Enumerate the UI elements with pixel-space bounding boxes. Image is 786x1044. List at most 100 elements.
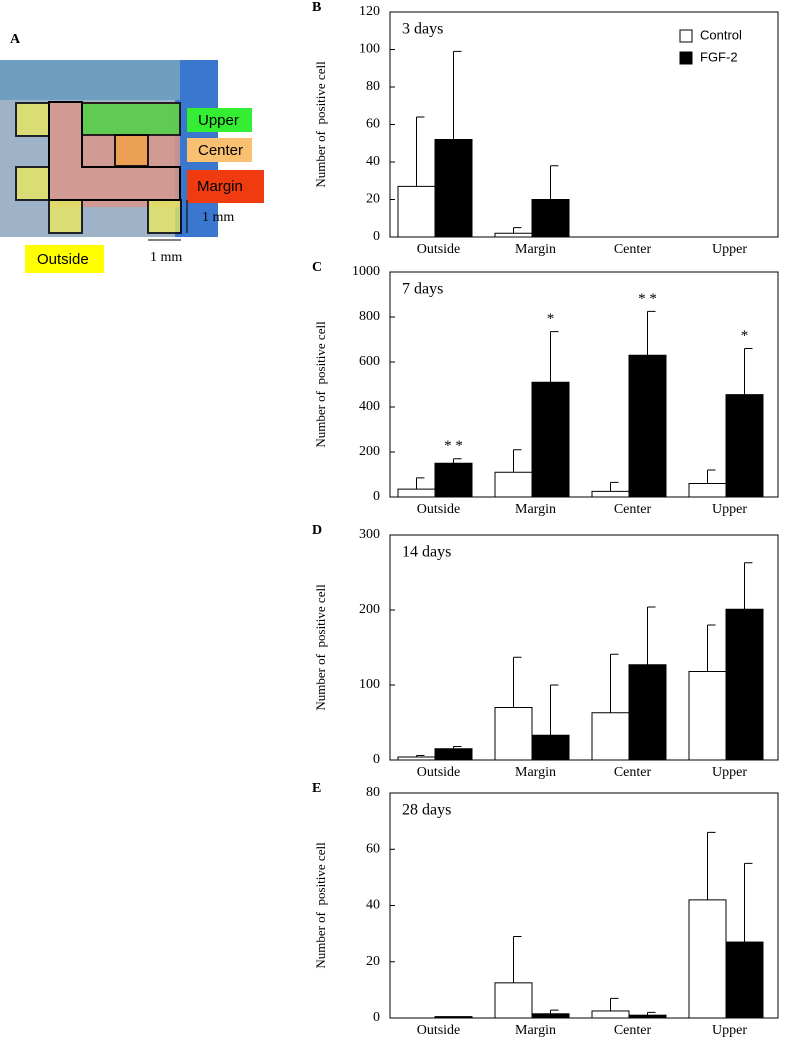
- plot-frame: [389, 792, 779, 1019]
- scale-label: 1 mm: [202, 210, 234, 225]
- y-tick-label: 20: [366, 192, 380, 207]
- panel-letter: A: [10, 32, 21, 47]
- error-bar: [744, 348, 753, 395]
- label-box: [187, 170, 264, 203]
- legend-label: FGF-2: [700, 49, 738, 64]
- bar: [531, 199, 570, 238]
- scale-label: 1 mm: [150, 250, 182, 265]
- y-tick-label: 600: [359, 354, 380, 369]
- panel-letter: B: [312, 0, 321, 15]
- significance: * *: [638, 291, 657, 307]
- bar: [725, 394, 764, 498]
- error-bar: [550, 1009, 559, 1014]
- x-tick-label: Margin: [515, 765, 556, 780]
- bar: [434, 139, 473, 238]
- legend-swatch: [679, 29, 693, 43]
- error-bar: [453, 746, 462, 749]
- error-bar: [610, 653, 619, 713]
- y-tick-label: 60: [366, 841, 380, 856]
- y-tick-label: 80: [366, 79, 380, 94]
- error-bar: [513, 656, 522, 708]
- x-tick-label: Margin: [515, 1023, 556, 1038]
- bar: [725, 941, 764, 1019]
- bar: [688, 483, 727, 498]
- error-bar: [416, 116, 425, 187]
- y-tick-label: 120: [359, 4, 380, 19]
- error-bar: [647, 606, 656, 665]
- bar: [688, 671, 727, 761]
- error-bar: [647, 1011, 656, 1016]
- x-tick-label: Upper: [712, 502, 747, 517]
- bar: [494, 471, 533, 498]
- y-tick-label: 800: [359, 309, 380, 324]
- y-axis-title: Number of positive cell: [313, 61, 328, 188]
- plot-frame: [389, 534, 779, 761]
- bar: [397, 488, 436, 498]
- x-tick-label: Upper: [712, 242, 747, 257]
- bar: [531, 1013, 570, 1019]
- y-tick-label: 100: [359, 42, 380, 57]
- outside-region: [15, 102, 50, 137]
- chart-title: 14 days: [402, 544, 451, 561]
- error-bar: [647, 310, 656, 356]
- error-bar: [610, 997, 619, 1011]
- bar: [434, 748, 473, 761]
- y-tick-label: 200: [359, 602, 380, 617]
- error-bar: [550, 684, 559, 736]
- x-tick-label: Center: [614, 242, 652, 257]
- x-tick-label: Margin: [515, 242, 556, 257]
- error-bar: [513, 935, 522, 983]
- y-tick-label: 0: [373, 489, 380, 504]
- x-tick-label: Upper: [712, 1023, 747, 1038]
- x-tick-label: Outside: [417, 242, 461, 257]
- y-tick-label: 80: [366, 785, 380, 800]
- panel-a: A Upper Center Margin Outside 1 mm 1 mm: [0, 32, 264, 273]
- significance: *: [547, 311, 555, 327]
- x-tick-label: Margin: [515, 502, 556, 517]
- image-region: [0, 60, 180, 100]
- chart: B Number of positive cell 3 days 0 20 40 60 80 1…: [312, 0, 779, 257]
- error-bar: [610, 481, 619, 492]
- chart-title: 28 days: [402, 802, 451, 819]
- bar: [494, 982, 533, 1019]
- x-tick-label: Center: [614, 765, 652, 780]
- x-tick-label: Outside: [417, 1023, 461, 1038]
- y-tick-label: 40: [366, 154, 380, 169]
- error-bar: [744, 862, 753, 943]
- upper-region: [81, 102, 181, 136]
- bar: [591, 712, 630, 761]
- legend-swatch: [679, 51, 693, 65]
- y-tick-label: 1000: [352, 264, 380, 279]
- legend-label: Control: [700, 27, 742, 42]
- bar: [628, 664, 667, 761]
- region-label: Upper: [198, 112, 239, 129]
- y-tick-label: 0: [373, 1010, 380, 1025]
- region-label: Margin: [197, 178, 243, 195]
- chart-title: 7 days: [402, 281, 443, 298]
- center-region: [114, 134, 149, 167]
- bar: [628, 354, 667, 498]
- outside-region: [15, 166, 50, 201]
- bar: [688, 899, 727, 1019]
- error-bar: [707, 469, 716, 484]
- bar: [531, 734, 570, 761]
- y-tick-label: 400: [359, 399, 380, 414]
- margin-outline: [48, 101, 181, 201]
- y-tick-label: 0: [373, 752, 380, 767]
- y-tick-label: 60: [366, 117, 380, 132]
- y-tick-label: 300: [359, 527, 380, 542]
- chart: D Number of positive cell 14 days 0 100 200 30…: [312, 523, 779, 780]
- error-bar: [416, 755, 425, 757]
- y-axis-title: Number of positive cell: [313, 321, 328, 448]
- error-bar: [707, 624, 716, 672]
- error-bar: [744, 562, 753, 610]
- panel-letter: E: [312, 781, 321, 796]
- bar: [725, 608, 764, 761]
- y-axis-title: Number of positive cell: [313, 584, 328, 711]
- chart-title: 3 days: [402, 21, 443, 38]
- label-box: [187, 108, 252, 132]
- y-tick-label: 20: [366, 954, 380, 969]
- label-box: [25, 245, 104, 273]
- bar: [591, 1010, 630, 1019]
- region-label: Center: [198, 142, 243, 159]
